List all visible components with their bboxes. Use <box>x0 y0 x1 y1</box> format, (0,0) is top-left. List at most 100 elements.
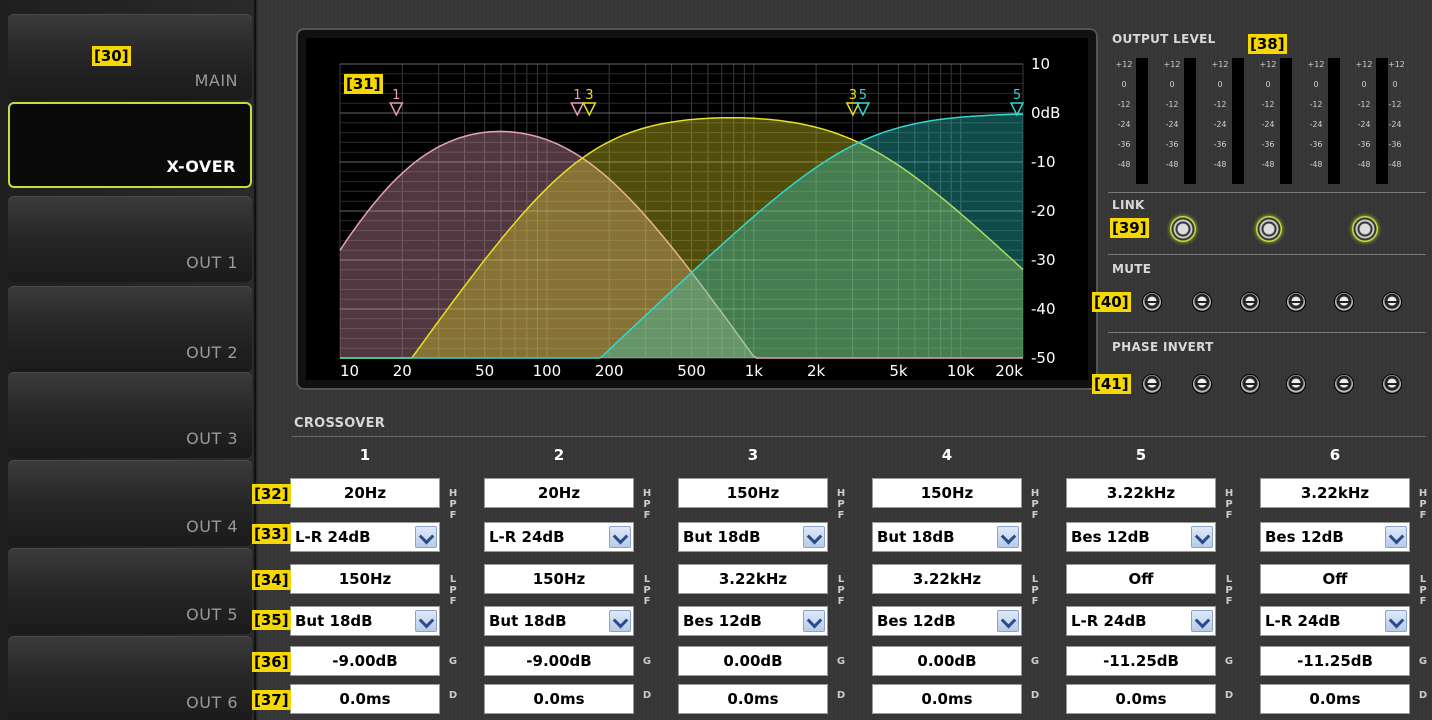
phase-invert-button-2[interactable] <box>1192 374 1212 394</box>
row-tag: P <box>837 499 845 510</box>
delay-field-3[interactable]: 0.0ms <box>678 684 828 714</box>
link-title: LINK <box>1112 198 1145 212</box>
meter-scale-label: 0 <box>1217 80 1223 89</box>
sidebar-item-out-3[interactable]: OUT 3 <box>8 372 252 458</box>
gain-field-value: 0.00dB <box>917 652 977 670</box>
hpf-type-select-1[interactable]: L-R 24dB <box>290 522 440 552</box>
phase-invert-button-1[interactable] <box>1142 374 1162 394</box>
lpf-type-select-2[interactable]: But 18dB <box>484 606 634 636</box>
row-tag: F <box>1419 596 1427 607</box>
delay-field-2[interactable]: 0.0ms <box>484 684 634 714</box>
gain-field-2[interactable]: -9.00dB <box>484 646 634 676</box>
chevron-down-icon[interactable] <box>803 526 825 548</box>
hpf-frequency-field-4[interactable]: 150Hz <box>872 478 1022 508</box>
mute-button-3[interactable] <box>1240 292 1260 312</box>
lpf-frequency-field-6[interactable]: Off <box>1260 564 1410 594</box>
lpf-type-select-3[interactable]: Bes 12dB <box>678 606 828 636</box>
crossover-column-number: 1 <box>359 446 371 464</box>
gain-field-3[interactable]: 0.00dB <box>678 646 828 676</box>
gain-field-5[interactable]: -11.25dB <box>1066 646 1216 676</box>
row-tag: F <box>449 596 457 607</box>
meter-scale-label: -36 <box>1213 140 1227 149</box>
meter-scale-label: +12 <box>1355 60 1373 69</box>
link-toggle-5-6[interactable] <box>1352 216 1378 242</box>
meter-scale-label: -36 <box>1165 140 1179 149</box>
row-tag: L <box>643 574 651 585</box>
lpf-frequency-field-1[interactable]: 150Hz <box>290 564 440 594</box>
annotation-badge: [41] <box>1092 374 1131 394</box>
crossover-title: CROSSOVER <box>294 416 386 431</box>
chevron-down-icon[interactable] <box>1191 610 1213 632</box>
delay-field-1[interactable]: 0.0ms <box>290 684 440 714</box>
hpf-frequency-field-1[interactable]: 20Hz <box>290 478 440 508</box>
chevron-down-icon[interactable] <box>803 610 825 632</box>
row-tag: P <box>837 585 845 596</box>
mute-button-1[interactable] <box>1142 292 1162 312</box>
link-toggle-1-2[interactable] <box>1170 216 1196 242</box>
sidebar-item-out-1[interactable]: OUT 1 <box>8 196 252 282</box>
lpf-frequency-field-2[interactable]: 150Hz <box>484 564 634 594</box>
hpf-type-select-3[interactable]: But 18dB <box>678 522 828 552</box>
lpf-frequency-field-value: 150Hz <box>338 570 392 588</box>
lpf-frequency-field-3[interactable]: 3.22kHz <box>678 564 828 594</box>
mute-button-6[interactable] <box>1382 292 1402 312</box>
freq-tick-label: 2k <box>807 362 826 380</box>
hpf-frequency-field-6[interactable]: 3.22kHz <box>1260 478 1410 508</box>
sidebar-item-out-2[interactable]: OUT 2 <box>8 286 252 372</box>
phase-invert-button-3[interactable] <box>1240 374 1260 394</box>
hpf-type-select-4[interactable]: But 18dB <box>872 522 1022 552</box>
lpf-frequency-field-5[interactable]: Off <box>1066 564 1216 594</box>
sidebar-item-out-4[interactable]: OUT 4 <box>8 460 252 546</box>
hpf-type-select-5[interactable]: Bes 12dB <box>1066 522 1216 552</box>
annotation-badge: [39] <box>1110 218 1149 238</box>
lpf-type-select-4[interactable]: Bes 12dB <box>872 606 1022 636</box>
hpf-type-select-6[interactable]: Bes 12dB <box>1260 522 1410 552</box>
gain-field-4[interactable]: 0.00dB <box>872 646 1022 676</box>
crossover-graph[interactable]: 10 20 50 100 200 500 1k 2k 5k 10k 20k 10 0dB -10 -20 -3… <box>296 28 1098 390</box>
chevron-down-icon[interactable] <box>1385 526 1407 548</box>
chevron-down-icon[interactable] <box>997 610 1019 632</box>
row-tag: D <box>1224 690 1234 701</box>
sidebar-item-out-6[interactable]: OUT 6 <box>8 636 252 720</box>
mute-button-5[interactable] <box>1334 292 1354 312</box>
row-tag: P <box>643 499 651 510</box>
delay-field-4[interactable]: 0.0ms <box>872 684 1022 714</box>
mute-button-2[interactable] <box>1192 292 1212 312</box>
chevron-down-icon[interactable] <box>997 526 1019 548</box>
lpf-type-select-5[interactable]: L-R 24dB <box>1066 606 1216 636</box>
chevron-down-icon[interactable] <box>415 526 437 548</box>
hpf-frequency-field-5[interactable]: 3.22kHz <box>1066 478 1216 508</box>
chevron-down-icon[interactable] <box>415 610 437 632</box>
delay-field-6[interactable]: 0.0ms <box>1260 684 1410 714</box>
phase-invert-button-5[interactable] <box>1334 374 1354 394</box>
chevron-down-icon[interactable] <box>1385 610 1407 632</box>
chevron-down-icon[interactable] <box>609 526 631 548</box>
gain-field-6[interactable]: -11.25dB <box>1260 646 1410 676</box>
meter-scale-label: -36 <box>1261 140 1275 149</box>
mute-button-4[interactable] <box>1286 292 1306 312</box>
lpf-type-select-6[interactable]: L-R 24dB <box>1260 606 1410 636</box>
row-tag: F <box>837 596 845 607</box>
hpf-frequency-field-3[interactable]: 150Hz <box>678 478 828 508</box>
lpf-frequency-field-4[interactable]: 3.22kHz <box>872 564 1022 594</box>
meter-scale-label: -24 <box>1165 120 1179 129</box>
crossover-column-number: 2 <box>553 446 565 464</box>
meter-scale-label: 0 <box>1121 80 1127 89</box>
freq-tick-label: 1k <box>745 362 764 380</box>
phase-invert-button-6[interactable] <box>1382 374 1402 394</box>
chevron-down-icon[interactable] <box>1191 526 1213 548</box>
hpf-frequency-field-2[interactable]: 20Hz <box>484 478 634 508</box>
sidebar-item-x-over[interactable]: X-OVER <box>8 102 252 188</box>
annotation-badge: [33] <box>252 524 291 544</box>
link-toggle-3-4[interactable] <box>1256 216 1282 242</box>
sidebar-item-out-5[interactable]: OUT 5 <box>8 548 252 634</box>
lpf-type-select-1[interactable]: But 18dB <box>290 606 440 636</box>
chevron-down-icon[interactable] <box>609 610 631 632</box>
delay-field-5[interactable]: 0.0ms <box>1066 684 1216 714</box>
meter-scale-label: +12 <box>1388 60 1405 69</box>
hpf-type-select-2[interactable]: L-R 24dB <box>484 522 634 552</box>
phase-invert-button-4[interactable] <box>1286 374 1306 394</box>
annotation-badge: [31] <box>344 74 383 94</box>
gain-field-1[interactable]: -9.00dB <box>290 646 440 676</box>
meter-scale-label: -24 <box>1309 120 1323 129</box>
